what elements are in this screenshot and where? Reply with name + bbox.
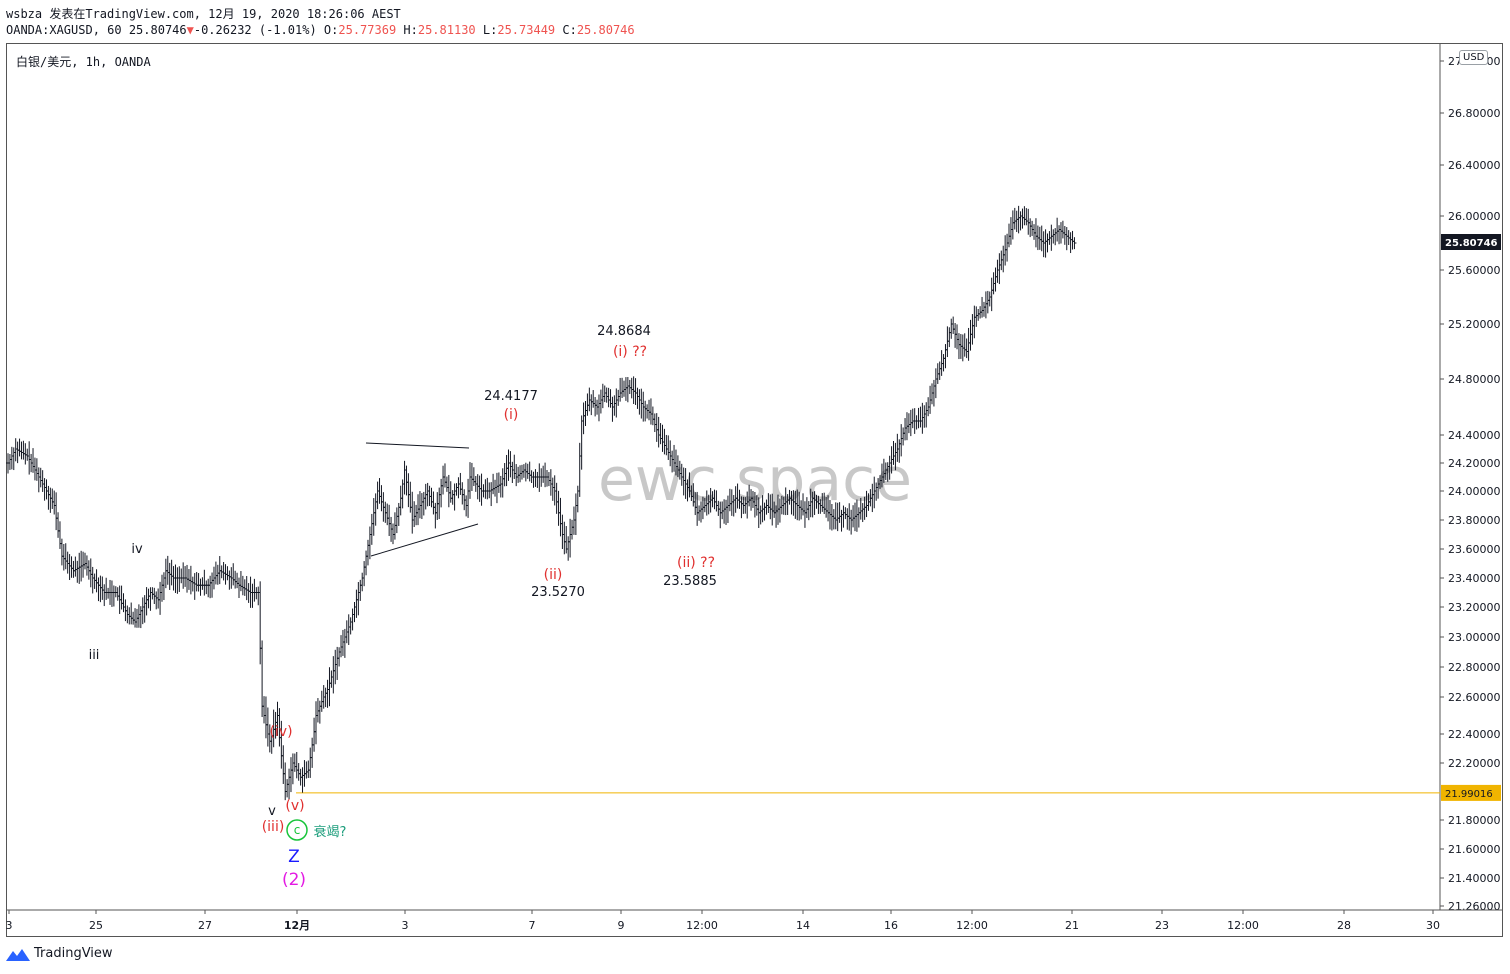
price-tick-label: 25.60000 (1448, 264, 1501, 277)
wave-label: 23.5270 (531, 585, 585, 600)
symbol-legend: 白银/美元, 1h, OANDA (16, 55, 151, 69)
time-tick-label: 7 (529, 919, 536, 932)
time-tick-label: 3 (6, 919, 13, 932)
wave-label: 24.8684 (597, 324, 651, 339)
price-tick-label: 22.40000 (1448, 728, 1501, 741)
price-tick-label: 24.20000 (1448, 457, 1501, 470)
price-tick-label: 26.80000 (1448, 107, 1501, 120)
price-tick-label: 21.26000 (1448, 900, 1501, 913)
chart-frame (6, 43, 1503, 937)
symbol-label: OANDA:XAGUSD, 60 (6, 23, 122, 37)
price-tick-label: 22.20000 (1448, 757, 1501, 770)
wave-label: (ii) ?? (677, 555, 715, 571)
time-tick-label: 21 (1065, 919, 1079, 932)
publish-info: wsbza 发表在TradingView.com, 12月 19, 2020 1… (6, 7, 401, 21)
wave-label: v (268, 804, 276, 819)
wave-label: iii (89, 648, 100, 663)
open-value: 25.77369 (338, 23, 397, 37)
time-tick-label: 25 (89, 919, 103, 932)
currency-button[interactable]: USD (1459, 50, 1489, 65)
wave-label: 23.5885 (663, 574, 717, 589)
price-tick-label: 23.20000 (1448, 601, 1501, 614)
time-tick-label: 12月 (284, 919, 310, 932)
low-value: 25.73449 (497, 23, 556, 37)
price-tick-label: 23.80000 (1448, 514, 1501, 527)
price-tick-label: 24.00000 (1448, 485, 1501, 498)
low-label: L: (482, 23, 498, 37)
time-tick-label: 3 (402, 919, 409, 932)
last-price: 25.80746 (128, 23, 187, 37)
time-tick-label: 30 (1426, 919, 1440, 932)
time-tick-label: 23 (1155, 919, 1169, 932)
close-value: 25.80746 (576, 23, 635, 37)
time-tick-label: 28 (1337, 919, 1351, 932)
high-value: 25.81130 (417, 23, 476, 37)
high-label: H: (403, 23, 418, 37)
price-tick-label: 21.60000 (1448, 843, 1501, 856)
tradingview-logo-icon (6, 948, 30, 961)
price-tick-label: 25.20000 (1448, 318, 1501, 331)
ohlc-bar: OANDA:XAGUSD, 60 25.80746▼-0.26232 (-1.0… (6, 23, 635, 37)
wave-label: (ii) (544, 567, 563, 583)
close-label: C: (562, 23, 577, 37)
footer-brand: TradingView (34, 946, 113, 961)
time-tick-label: 16 (884, 919, 898, 932)
wave-label: 衰竭? (314, 824, 347, 840)
wave-label: (i) (504, 407, 519, 423)
price-tick-label: 21.40000 (1448, 872, 1501, 885)
price-tick-label: 26.40000 (1448, 159, 1501, 172)
triangle-upper-line (365, 442, 470, 449)
tradingview-footer[interactable]: TradingView (6, 946, 113, 961)
price-tick-label: 23.40000 (1448, 572, 1501, 585)
last-price-label: 25.80746 (1445, 238, 1498, 249)
price-tick-label: 21.80000 (1448, 814, 1501, 827)
price-tick-label: 24.40000 (1448, 429, 1501, 442)
wave-label: (2) (282, 870, 306, 890)
wave-label: (v) (285, 798, 304, 814)
wave-label: 24.4177 (484, 389, 538, 404)
change-value: -0.26232 (-1.01%) (193, 23, 317, 37)
wave-label: Z (288, 847, 300, 867)
price-tick-label: 23.00000 (1448, 631, 1501, 644)
price-tick-label: 23.60000 (1448, 543, 1501, 556)
support-price-label: 21.99016 (1445, 789, 1493, 800)
time-tick-label: 12:00 (1227, 919, 1259, 932)
price-tick-label: 24.80000 (1448, 373, 1501, 386)
wave-label: (iii) (262, 819, 285, 835)
down-arrow-icon: ▼ (186, 23, 194, 37)
price-tick-label: 22.80000 (1448, 661, 1501, 674)
wave-label: c (294, 823, 301, 837)
triangle-lower-line (370, 523, 479, 557)
wave-label: (i) ?? (613, 344, 647, 360)
last-price-tag (1441, 234, 1501, 250)
wave-label: iv (131, 542, 143, 557)
price-tick-label: 26.00000 (1448, 210, 1501, 223)
time-tick-label: 14 (796, 919, 810, 932)
wave-label: (iv) (269, 724, 292, 740)
open-label: O: (323, 23, 339, 37)
time-tick-label: 9 (618, 919, 625, 932)
wave-c-circle (286, 819, 308, 841)
time-tick-label: 27 (198, 919, 212, 932)
time-tick-label: 12:00 (956, 919, 988, 932)
time-tick-label: 12:00 (686, 919, 718, 932)
support-price-tag (1441, 784, 1501, 801)
price-tick-label: 22.60000 (1448, 691, 1501, 704)
